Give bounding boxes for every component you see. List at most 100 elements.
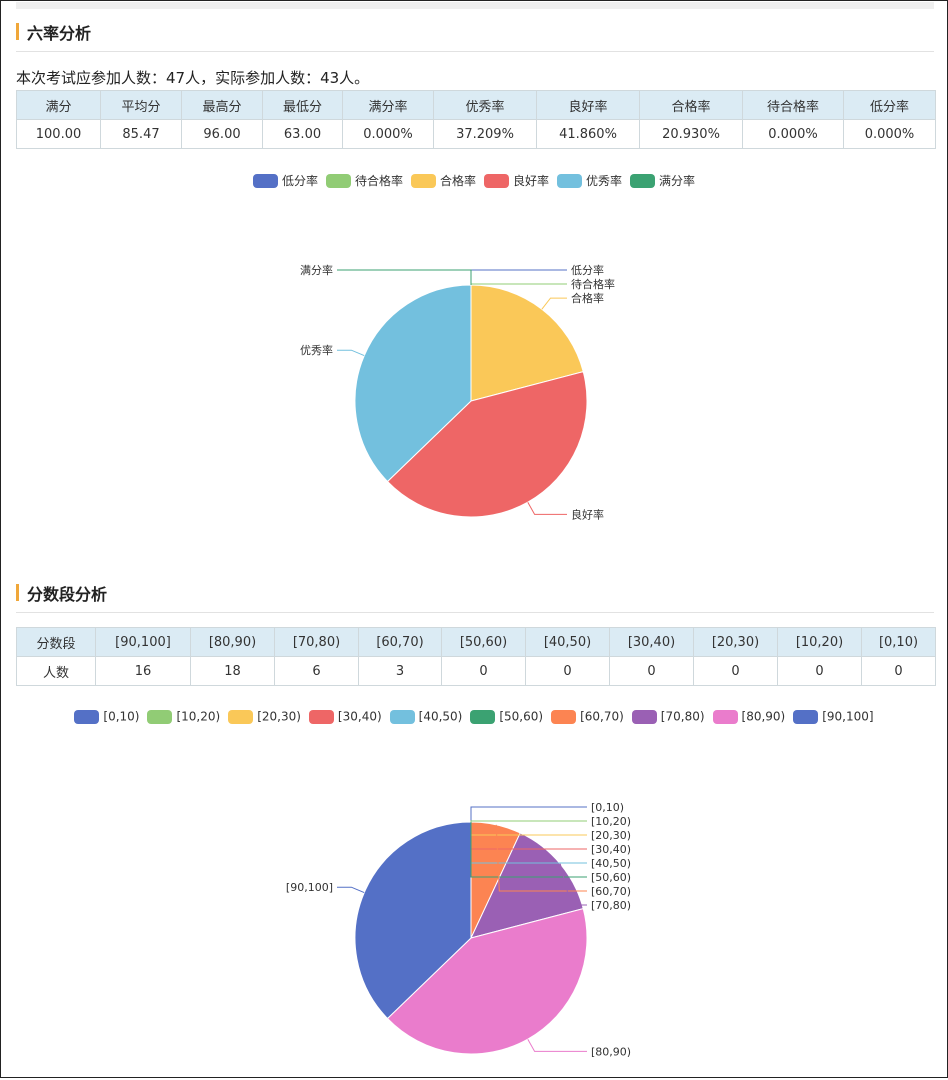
legend-label: [80,90) — [741, 709, 786, 724]
pie-label: 待合格率 — [571, 277, 615, 291]
legend-swatch — [631, 709, 657, 724]
legend-item[interactable]: 合格率 — [410, 172, 476, 189]
pie-slice[interactable] — [354, 821, 472, 1020]
pie-label: [60,70) — [591, 885, 631, 898]
pie-label: [0,10) — [591, 801, 624, 814]
legend-item[interactable]: [70,80) — [631, 709, 705, 724]
exam-summary: 本次考试应参加人数：47人，实际参加人数：43人。 — [16, 69, 370, 87]
legend-item[interactable]: [30,40) — [308, 709, 382, 724]
table-cell: 6 — [274, 656, 359, 686]
table-header-cell: 合格率 — [639, 90, 743, 120]
legend-item[interactable]: 良好率 — [484, 172, 549, 189]
legend-item[interactable]: 优秀率 — [557, 172, 622, 189]
legend-label: 低分率 — [281, 174, 318, 188]
legend-swatch — [410, 173, 436, 188]
label-line — [527, 1038, 587, 1052]
pie-slice[interactable] — [386, 908, 588, 1055]
label-line — [470, 283, 567, 285]
table-cell: 100.00 — [16, 119, 101, 149]
label-line — [470, 822, 587, 878]
table-cell: 人数 — [16, 656, 96, 686]
label-line — [559, 863, 587, 906]
pie-label: [30,40) — [591, 843, 631, 856]
table-header-cell: 满分 — [16, 90, 101, 120]
pie-label: [80,90) — [591, 1045, 631, 1058]
legend-label: [0,10) — [103, 709, 140, 724]
table-cell: 41.860% — [536, 119, 640, 149]
legend-label: [90,100] — [822, 709, 874, 724]
legend-item[interactable]: [80,90) — [712, 709, 786, 724]
label-line — [337, 886, 365, 894]
legend-swatch — [484, 173, 509, 188]
section-title-score-bands: 分数段分析 — [16, 578, 934, 613]
pie-label: [20,30) — [591, 829, 631, 842]
section-title-text: 分数段分析 — [27, 585, 108, 604]
legend-item[interactable]: [10,20) — [147, 709, 220, 724]
table-header-cell: [90,100] — [95, 627, 191, 657]
pie-label: [40,50) — [591, 857, 631, 870]
chart2-legend: [0,10) [10,20) [20,30) [30,40) [40,50) [50,60… — [0, 709, 948, 724]
table-header-cell: [30,40) — [609, 627, 694, 657]
table-cell: 16 — [95, 656, 191, 686]
pie-label: 良好率 — [571, 507, 604, 521]
legend-label: 优秀率 — [586, 174, 623, 188]
section-title-text: 六率分析 — [27, 24, 92, 43]
legend-label: [10,20) — [176, 709, 221, 724]
table-header-cell: [0,10) — [861, 627, 936, 657]
chart1-legend: 低分率 待合格率 合格率 良好率 优秀率 满分率 — [0, 172, 948, 189]
table-header-cell: 良好率 — [536, 90, 640, 120]
table-header-cell: 满分率 — [342, 90, 434, 120]
table-cell: 0 — [693, 656, 778, 686]
pie-label: [70,80) — [591, 899, 631, 912]
legend-item[interactable]: 满分率 — [630, 172, 695, 189]
legend-item[interactable]: 低分率 — [252, 172, 318, 189]
score-band-table: 分数段 [90,100] [80,90) [70,80) [60,70) [50,60)[… — [16, 627, 936, 686]
label-line — [541, 297, 567, 310]
section-title-six-rates: 六率分析 — [16, 17, 934, 52]
pie-slice[interactable] — [470, 284, 584, 402]
rates-table-value-row: 100.00 85.47 96.00 63.00 0.000% 37.209% 41.860… — [16, 119, 936, 149]
legend-item[interactable]: [40,50) — [389, 709, 463, 724]
legend-item[interactable]: [50,60) — [470, 709, 543, 724]
table-header-cell: 分数段 — [16, 627, 96, 657]
legend-label: [40,50) — [418, 709, 463, 724]
table-header-cell: 低分率 — [843, 90, 936, 120]
legend-swatch — [325, 173, 351, 188]
table-header-cell: [20,30) — [693, 627, 778, 657]
pie-slice[interactable] — [386, 371, 588, 518]
table-cell: 37.209% — [433, 119, 537, 149]
score-band-pie-chart: [0,10)[10,20)[20,30)[30,40)[40,50)[50,60… — [286, 801, 631, 1058]
legend-label: [20,30) — [257, 709, 301, 724]
table-cell: 96.00 — [181, 119, 263, 149]
label-line — [337, 269, 472, 285]
legend-item[interactable]: [20,30) — [228, 709, 301, 724]
table-header-cell: 待合格率 — [742, 90, 844, 120]
pie-slice[interactable] — [354, 284, 472, 483]
label-line — [470, 806, 587, 822]
legend-swatch — [308, 709, 334, 724]
legend-label: 良好率 — [513, 174, 550, 188]
legend-item[interactable]: [0,10) — [74, 709, 139, 724]
legend-swatch — [793, 709, 819, 724]
legend-item[interactable]: 待合格率 — [325, 172, 403, 189]
legend-item[interactable]: [60,70) — [551, 709, 624, 724]
table-header-cell: [10,20) — [777, 627, 862, 657]
label-line — [337, 349, 365, 357]
legend-item[interactable]: [90,100] — [793, 709, 874, 724]
table-cell: 0 — [525, 656, 610, 686]
table-cell: 20.930% — [639, 119, 743, 149]
pie-slice[interactable] — [470, 832, 584, 939]
pie-label: [50,60) — [591, 871, 631, 884]
table-cell: 0 — [861, 656, 936, 686]
pie-label: 合格率 — [571, 291, 604, 305]
rates-table: 满分 平均分 最高分 最低分 满分率 优秀率 良好率 合格率 待合格率 低分率 100.00 85.… — [16, 90, 936, 149]
table-cell: 85.47 — [100, 119, 182, 149]
table-cell: 0.000% — [342, 119, 434, 149]
legend-label: 待合格率 — [354, 174, 403, 188]
score-band-header-row: 分数段 [90,100] [80,90) [70,80) [60,70) [50,60)[… — [16, 627, 936, 657]
score-band-count-row: 人数 16 18 6 3 0 0 0 0 0 0 — [16, 656, 936, 686]
table-header-cell: 平均分 — [100, 90, 182, 120]
pie-label: 低分率 — [571, 263, 604, 277]
legend-label: 满分率 — [659, 174, 696, 188]
